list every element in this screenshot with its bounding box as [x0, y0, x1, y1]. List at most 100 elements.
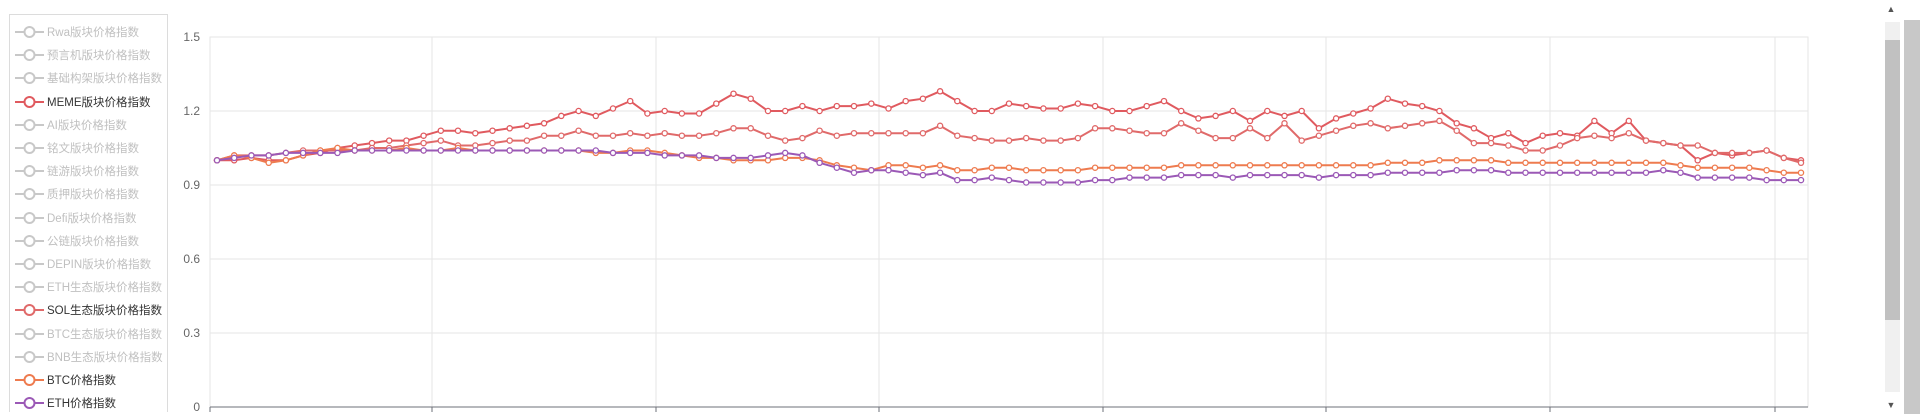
legend-item[interactable]: AI版块价格指数	[14, 115, 127, 135]
data-point	[902, 129, 909, 137]
data-point	[678, 132, 686, 139]
data-point	[282, 149, 290, 157]
legend-line-circle-icon	[15, 397, 44, 410]
outer-scroll-thumb[interactable]	[1904, 20, 1920, 414]
scroll-track[interactable]	[1885, 22, 1900, 392]
legend-item[interactable]: 基础构架版块价格指数	[14, 68, 162, 88]
legend-item[interactable]: BNB生态版块价格指数	[14, 347, 163, 367]
data-point	[1264, 171, 1271, 179]
data-point	[1005, 100, 1013, 107]
data-point	[1367, 120, 1374, 127]
data-point	[850, 129, 858, 137]
data-point	[1556, 169, 1564, 176]
legend-label: MEME版块价格指数	[47, 96, 151, 109]
legend-line-circle-icon	[15, 49, 44, 62]
legend-item[interactable]: 公链版块价格指数	[14, 231, 139, 251]
legend-line-circle-icon	[15, 350, 44, 363]
legend-item[interactable]: 预言机版块价格指数	[14, 45, 151, 65]
legend-item[interactable]: 质押版块价格指数	[14, 184, 139, 204]
scroll-up-arrow-icon[interactable]: ▲	[1886, 4, 1896, 14]
legend-line-circle-icon	[15, 258, 44, 270]
legend-item[interactable]: 铭文版块价格指数	[14, 138, 139, 158]
data-point	[472, 129, 479, 137]
legend-item[interactable]: ETH价格指数	[14, 393, 116, 413]
data-point	[230, 154, 238, 162]
data-point	[1556, 129, 1564, 137]
legend-item[interactable]: BTC价格指数	[14, 370, 116, 390]
data-point	[1677, 169, 1684, 176]
data-point	[1642, 159, 1650, 167]
data-point	[1728, 149, 1736, 157]
data-point	[1470, 139, 1478, 147]
data-point	[437, 137, 445, 144]
data-point	[1005, 137, 1013, 144]
data-point	[1797, 176, 1805, 184]
data-point	[988, 137, 996, 144]
data-point	[609, 149, 617, 157]
data-point	[971, 166, 978, 174]
data-point	[1074, 166, 1082, 174]
data-point	[1384, 159, 1392, 167]
data-point	[644, 132, 651, 139]
data-point	[1315, 125, 1323, 132]
legend-item[interactable]: 链游版块价格指数	[14, 161, 139, 181]
data-point	[1436, 169, 1443, 176]
legend-item[interactable]: BTC生态版块价格指数	[14, 324, 162, 344]
data-point	[420, 147, 427, 154]
y-tick-label: 0.9	[183, 178, 200, 192]
data-point	[592, 112, 600, 120]
chart-legend: Rwa版块价格指数 预言机版块价格指数 基础构架版块价格指数 MEME版块价格指数 AI…	[9, 14, 168, 412]
data-point	[1195, 162, 1202, 169]
data-point	[747, 125, 754, 132]
data-point	[1573, 159, 1581, 167]
data-point	[695, 152, 703, 159]
data-point	[1660, 166, 1667, 174]
data-point	[936, 88, 944, 95]
legend-item[interactable]: DEPIN版块价格指数	[14, 254, 151, 274]
data-point	[1040, 179, 1047, 186]
data-point	[540, 120, 548, 127]
legend-item[interactable]: ETH生态版块价格指数	[14, 277, 162, 297]
data-point	[1539, 159, 1546, 167]
data-point	[1057, 137, 1064, 144]
legend-item[interactable]: Rwa版块价格指数	[14, 22, 139, 42]
scroll-thumb[interactable]	[1885, 40, 1900, 320]
legend-line-circle-icon	[15, 142, 44, 154]
data-point	[816, 107, 823, 115]
data-point	[1797, 169, 1805, 176]
data-point	[868, 129, 875, 137]
data-point	[1160, 164, 1168, 171]
data-point	[1522, 139, 1529, 147]
data-point	[1694, 164, 1701, 171]
data-point	[799, 102, 806, 110]
data-point	[1229, 107, 1237, 115]
legend-label: 公链版块价格指数	[47, 235, 139, 248]
data-point	[1436, 157, 1443, 164]
data-point	[1746, 164, 1753, 171]
vertical-scrollbar[interactable]: ▲ ▼	[1880, 0, 1920, 414]
data-point	[833, 164, 841, 171]
legend-item[interactable]: SOL生态版块价格指数	[14, 300, 162, 320]
legend-item[interactable]: Defi版块价格指数	[14, 208, 136, 228]
data-point	[661, 129, 668, 137]
data-point	[661, 152, 668, 159]
data-point	[1384, 169, 1392, 176]
data-point	[1677, 162, 1684, 169]
data-point	[1591, 117, 1598, 125]
data-point	[868, 166, 875, 174]
data-point	[437, 127, 445, 134]
data-point	[540, 147, 548, 154]
legend-item[interactable]: MEME版块价格指数	[14, 92, 151, 112]
data-point	[799, 152, 806, 159]
data-point	[1522, 159, 1529, 167]
data-point	[1539, 147, 1546, 154]
data-point	[385, 147, 393, 154]
data-point	[1539, 169, 1546, 176]
data-point	[1350, 122, 1357, 130]
data-point	[1281, 162, 1288, 169]
scroll-down-arrow-icon[interactable]: ▼	[1886, 400, 1896, 410]
legend-label: ETH生态版块价格指数	[47, 282, 162, 295]
data-point	[1487, 139, 1495, 147]
data-point	[936, 122, 944, 130]
data-point	[1728, 174, 1736, 181]
